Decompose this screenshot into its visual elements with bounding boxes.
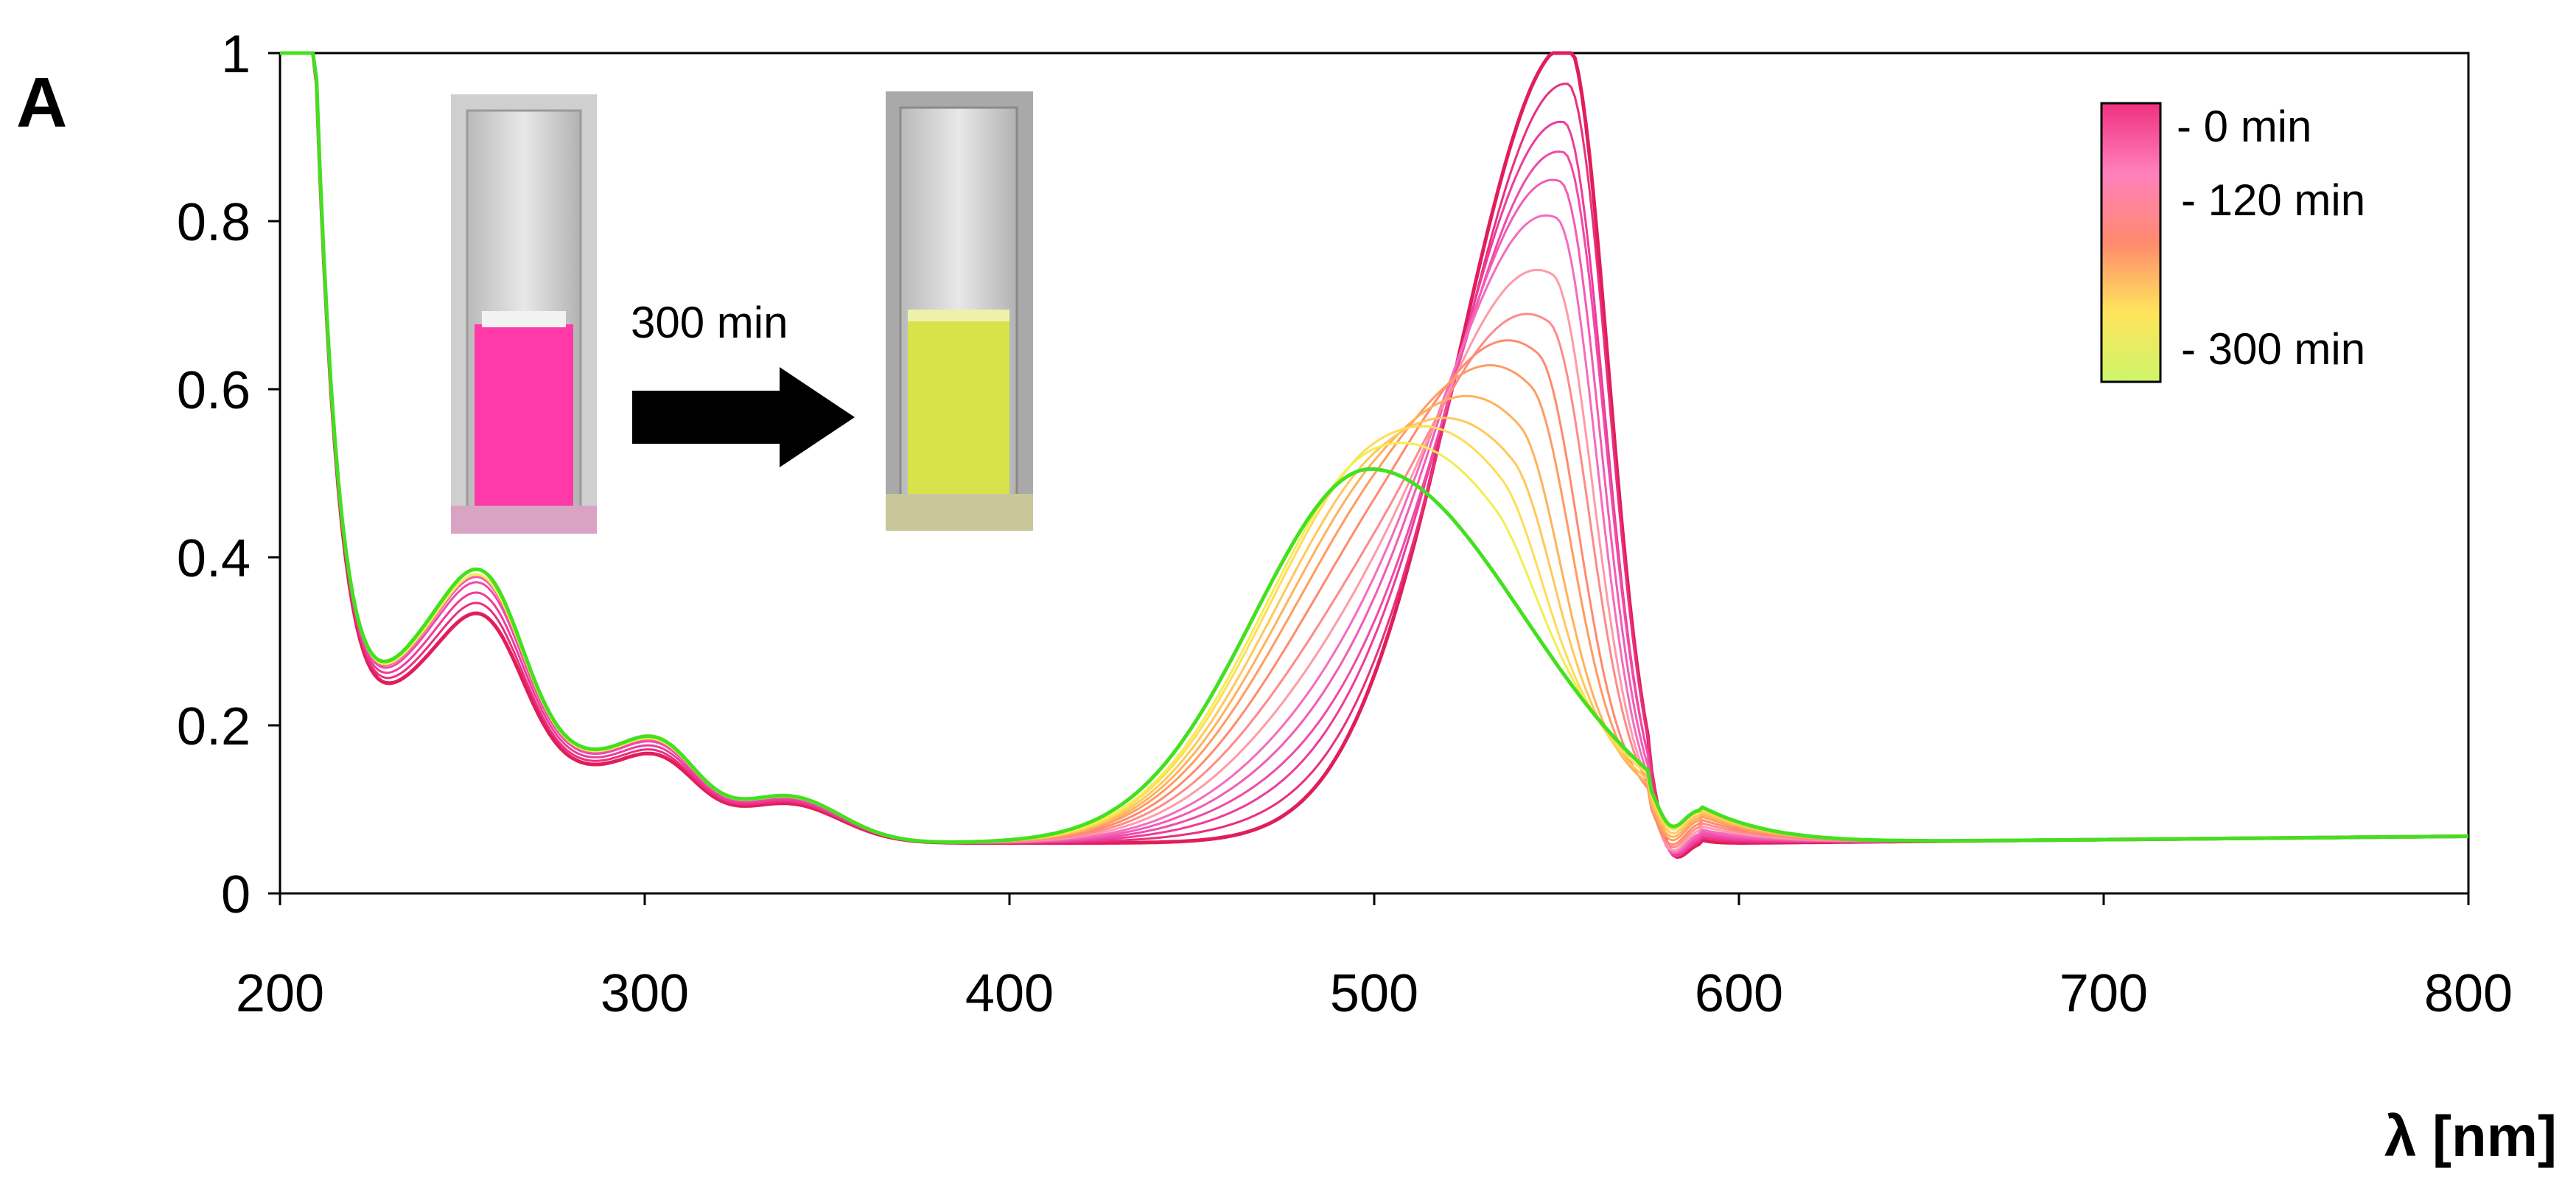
x-tick-label: 700	[2059, 964, 2148, 1023]
x-axis: 200 300 400 500 600 700 800	[236, 893, 2513, 1023]
yellow-solution	[908, 315, 1009, 522]
x-tick-label: 400	[965, 964, 1054, 1023]
legend-label-1: - 120 min	[2181, 175, 2365, 225]
spectra-series-group	[280, 51, 2468, 860]
legend-label-0: - 0 min	[2177, 102, 2311, 151]
y-axis-title: A	[16, 63, 67, 142]
y-tick-label: 1	[221, 25, 251, 84]
cuvette-before-photo	[451, 94, 597, 534]
y-tick-label: 0.8	[177, 193, 251, 252]
arrow-label: 300 min	[631, 298, 788, 347]
y-tick-label: 0.2	[177, 697, 251, 756]
x-tick-label: 300	[601, 964, 689, 1023]
inset-photos: 300 min	[451, 91, 1033, 534]
pink-solution	[475, 324, 573, 520]
legend-colorbar: - 0 min - 120 min - 300 min	[2100, 102, 2365, 383]
y-tick-label: 0.4	[177, 529, 251, 588]
y-axis: 0 0.2 0.4 0.6 0.8 1	[177, 25, 280, 924]
cuvette-after-photo	[886, 91, 1033, 531]
colorbar	[2100, 102, 2162, 383]
x-axis-title: λ [nm]	[2384, 1103, 2557, 1168]
x-tick-label: 500	[1330, 964, 1418, 1023]
arrow-icon	[632, 367, 855, 467]
y-tick-label: 0.6	[177, 361, 251, 420]
x-tick-label: 200	[236, 964, 324, 1023]
x-tick-label: 800	[2424, 964, 2513, 1023]
spectrum-line-300-min	[280, 51, 2468, 844]
legend-label-2: - 300 min	[2181, 324, 2365, 374]
y-tick-label: 0	[221, 865, 251, 924]
x-tick-label: 600	[1695, 964, 1783, 1023]
